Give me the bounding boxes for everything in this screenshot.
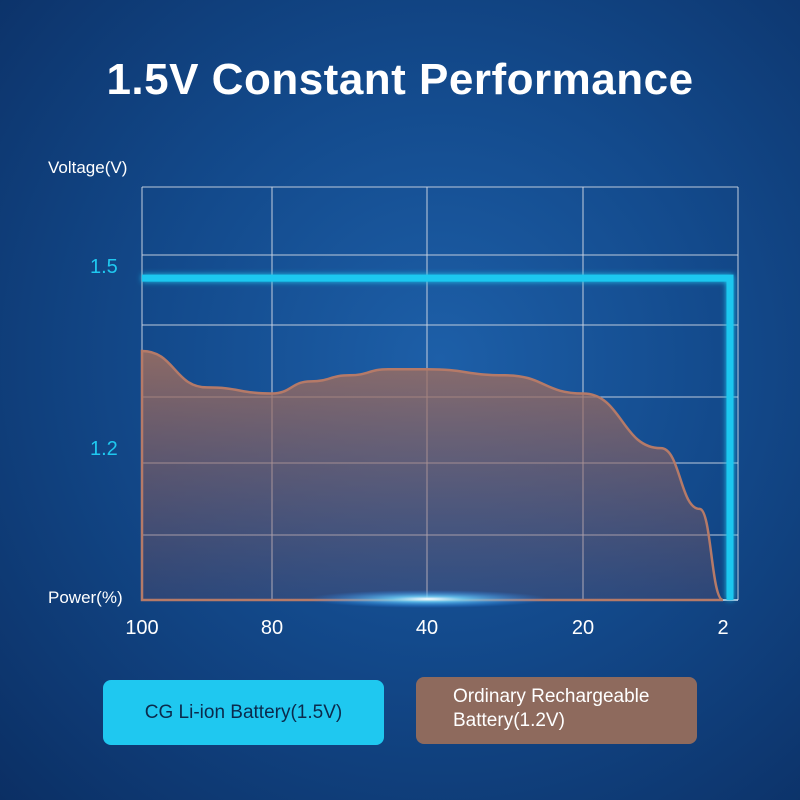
y-tick-label: 1.5: [90, 256, 118, 278]
chart-title: 1.5V Constant Performance: [106, 55, 694, 104]
ordinary-battery-series: [140, 349, 724, 602]
y-axis-label: Voltage(V): [48, 158, 127, 177]
legend-liion-battery: CG Li-ion Battery(1.5V): [103, 680, 384, 745]
x-axis-label: Power(%): [48, 588, 123, 607]
liion-battery-series: [142, 274, 734, 600]
legend-ordinary-battery: Ordinary Rechargeable Battery(1.2V): [416, 677, 697, 744]
legend-liion-label: CG Li-ion Battery(1.5V): [144, 701, 343, 723]
legend-ordinary-label-line1: Ordinary Rechargeable: [453, 686, 650, 707]
ordinary-battery-area: [140, 349, 724, 602]
liion-battery-line: [142, 274, 734, 600]
x-tick-label: 2: [717, 617, 728, 639]
y-tick-label: 1.2: [90, 438, 118, 460]
x-tick-label: 40: [416, 617, 438, 639]
axis-labels: Voltage(V) Power(%): [48, 158, 127, 607]
x-tick-label: 80: [261, 617, 283, 639]
legend-ordinary-label-line2: Battery(1.2V): [453, 710, 565, 731]
tick-labels: 1.5 1.2 100 80 40 20 2: [90, 256, 729, 639]
x-tick-label: 20: [572, 617, 594, 639]
x-tick-label: 100: [125, 617, 158, 639]
baseline-glow: [308, 590, 548, 608]
